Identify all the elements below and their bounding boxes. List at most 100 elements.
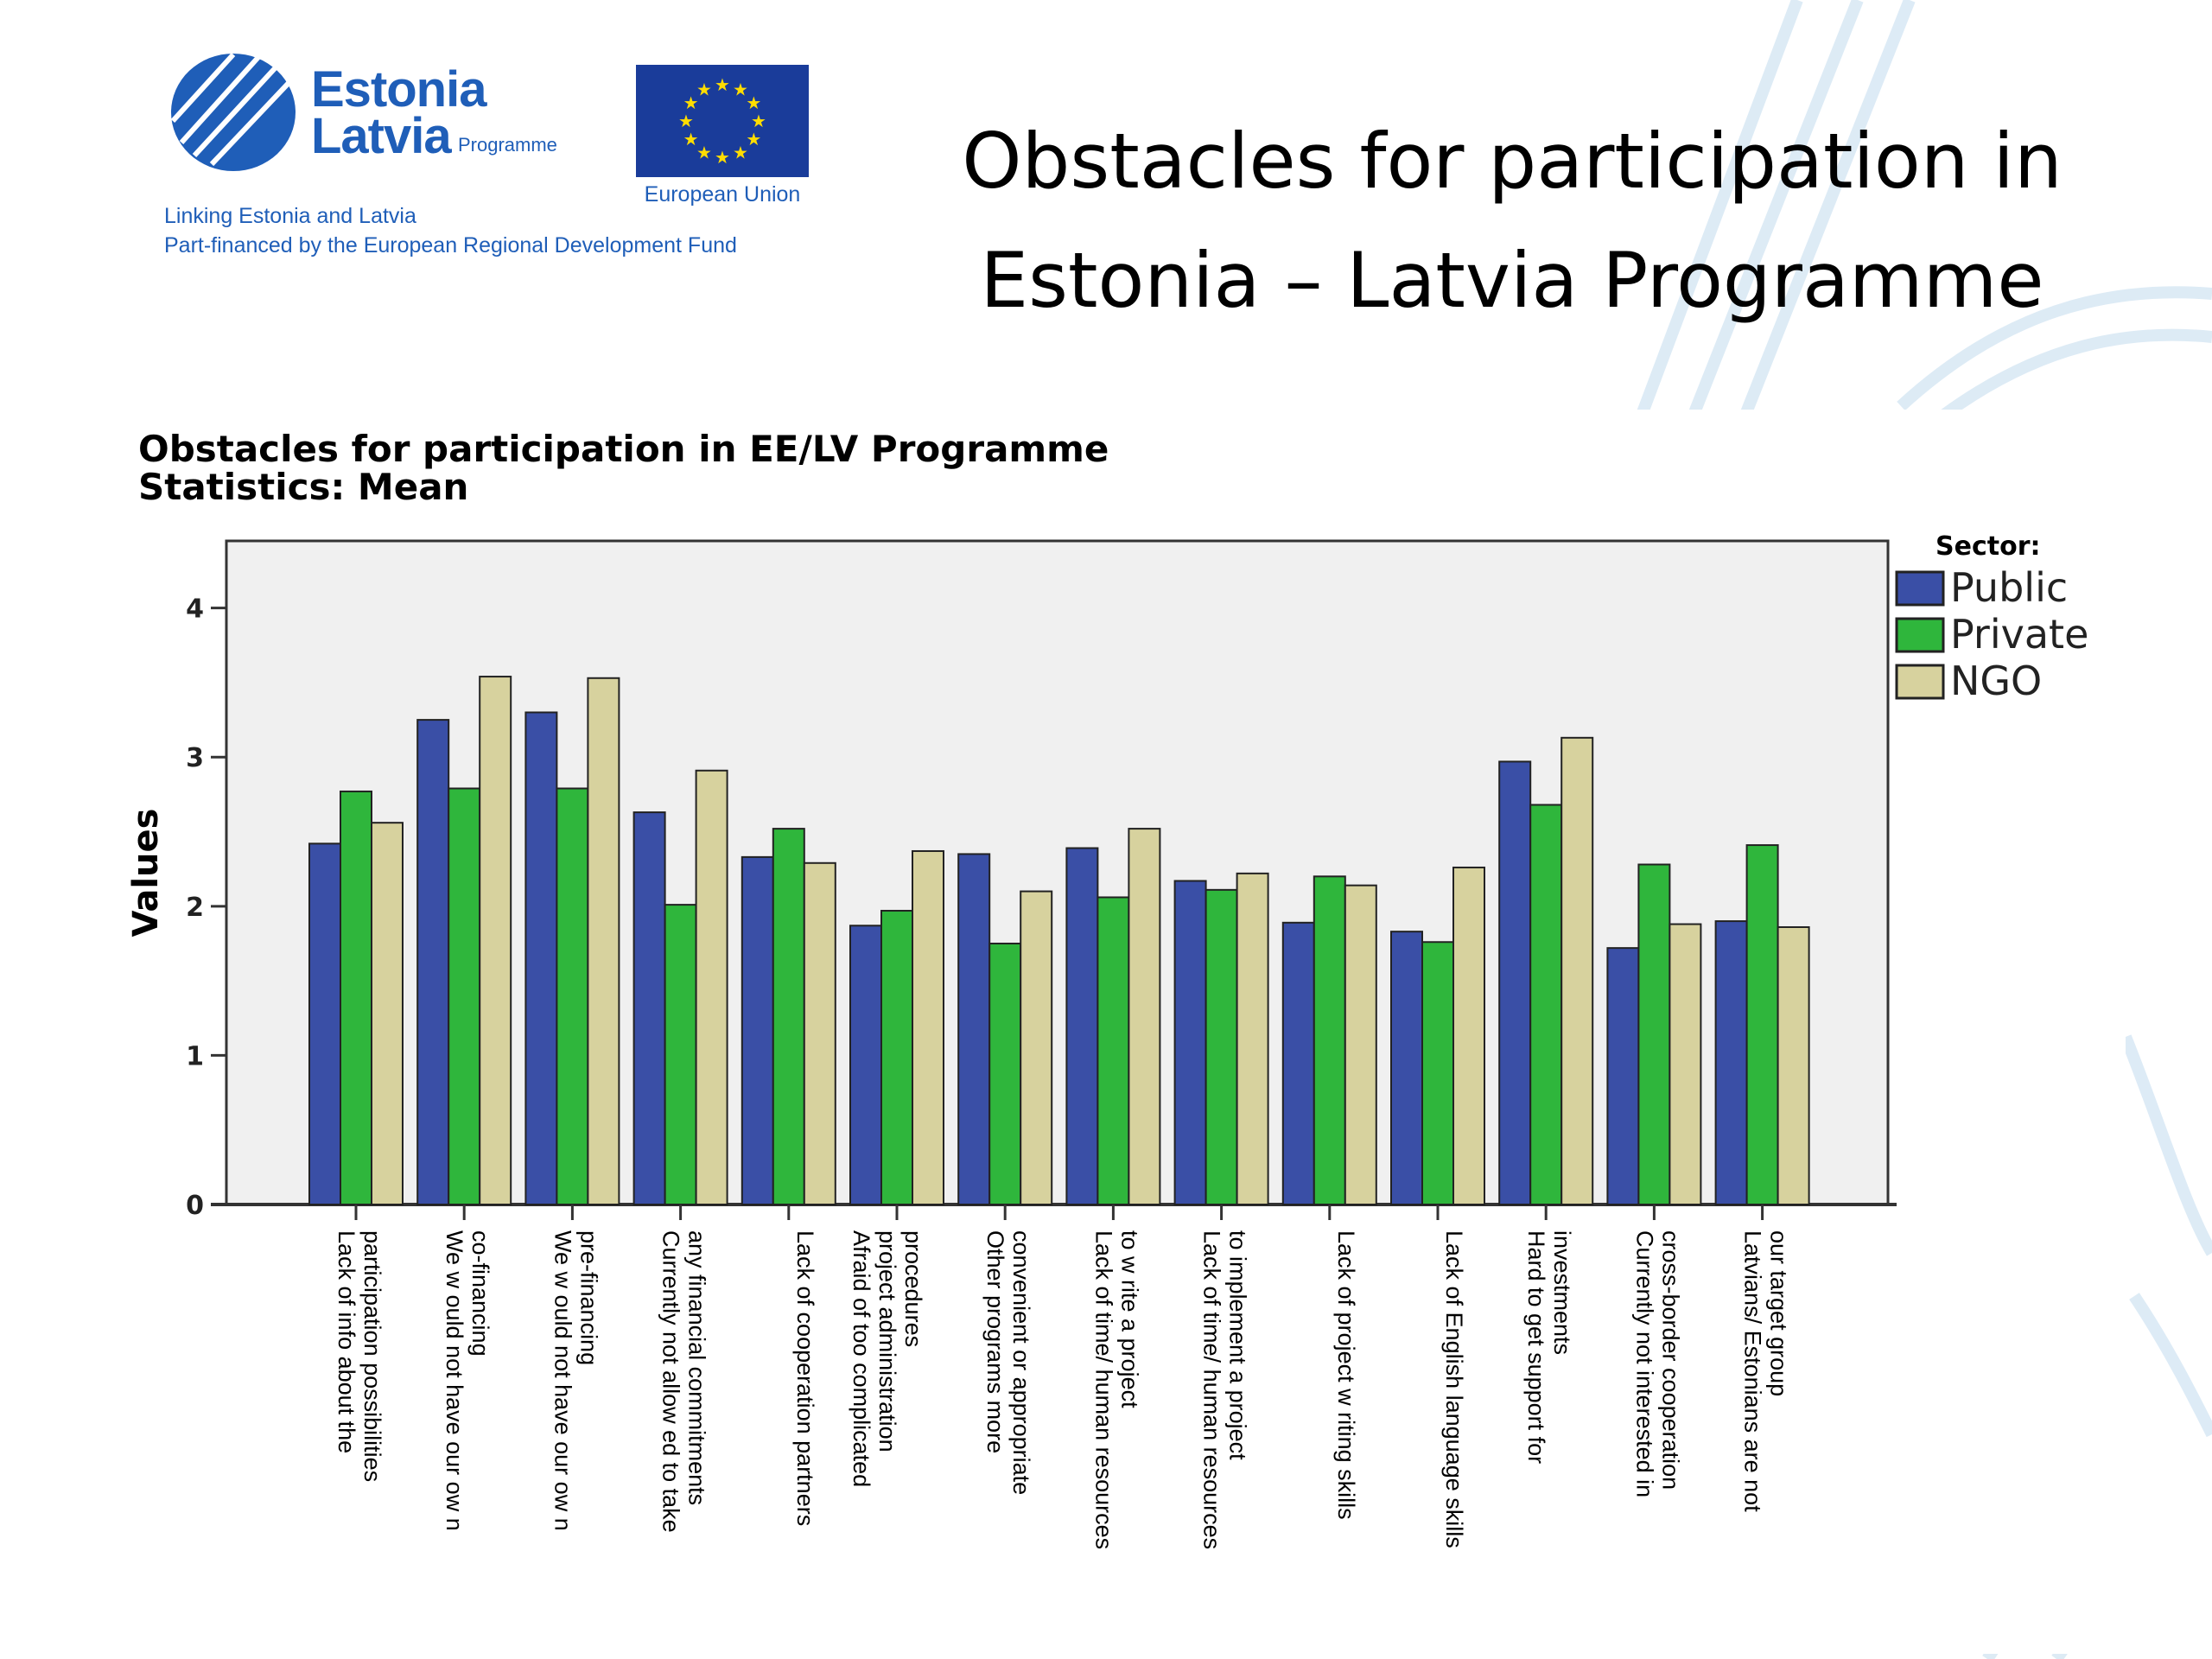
bar-ngo [1020, 890, 1053, 1206]
logo-programme-label: Programme [458, 134, 557, 156]
bar-public [1498, 760, 1532, 1205]
x-tick-label: Lack of time/ human resources [1199, 1230, 1225, 1549]
eu-star: ★ [751, 111, 766, 131]
bar-private [1529, 804, 1563, 1205]
x-tick-label: to implement a project [1225, 1230, 1251, 1460]
bar-public [308, 842, 341, 1205]
y-tick-label: 4 [186, 594, 204, 625]
programme-logo-text: Estonia Latvia Programme [311, 61, 557, 164]
bar-public [632, 811, 666, 1205]
slide-title-line-2: Estonia – Latvia Programme [980, 236, 2044, 325]
bar-public [1714, 920, 1748, 1206]
x-tick-label: Lack of project w riting skills [1333, 1230, 1359, 1520]
x-tick-label: Lack of English language skills [1441, 1230, 1467, 1548]
x-tick-label: convenient or appropriate [1008, 1230, 1034, 1495]
bar-ngo [1344, 884, 1377, 1205]
eu-star: ★ [733, 142, 748, 162]
logo-line-estonia: Estonia [311, 61, 486, 118]
y-tick-label: 0 [186, 1191, 204, 1221]
legend-title: Sector: [1936, 531, 2040, 562]
eu-star: ★ [746, 129, 761, 149]
bar-private [1313, 875, 1346, 1206]
bar-private [988, 942, 1022, 1205]
legend-label-private: Private [1950, 611, 2088, 658]
bar-public [1281, 921, 1315, 1205]
chart-title: Obstacles for participation in EE/LV Pro… [138, 428, 1109, 470]
bar-ngo [1236, 872, 1269, 1205]
bar-private [1745, 844, 1779, 1205]
bar-ngo [587, 677, 620, 1205]
bar-public [741, 855, 774, 1205]
x-tick-label: Other programs more [982, 1230, 1008, 1453]
eu-star: ★ [683, 92, 699, 113]
x-tick-label: cross-border cooperation [1657, 1230, 1683, 1490]
x-tick-label: our target group [1766, 1230, 1792, 1396]
x-tick-label: Afraid of too complicated [849, 1230, 874, 1487]
bar-private [1637, 863, 1671, 1205]
bar-public [849, 925, 882, 1205]
bar-private [880, 910, 913, 1205]
bar-public [1606, 947, 1640, 1205]
x-tick-label: Lack of info about the [334, 1230, 359, 1453]
x-tick-label: Latvians/ Estonians are not [1740, 1230, 1766, 1512]
bar-chart: Obstacles for participation in EE/LV Pro… [126, 428, 2088, 1549]
tagline-line-1: Linking Estonia and Latvia [164, 204, 416, 228]
bar-ngo [479, 676, 512, 1205]
logo-line-latvia: Latvia [311, 108, 452, 164]
x-tick-label: We w ould not have our ow n [442, 1230, 467, 1531]
chart-subtitle: Statistics: Mean [138, 466, 468, 508]
x-tick-label: procedures [900, 1230, 926, 1347]
bar-ngo [1452, 866, 1485, 1205]
bar-private [1205, 888, 1238, 1205]
bar-public [957, 853, 991, 1205]
bar-public [1390, 931, 1423, 1205]
eu-flag-icon: ★ ★★★★★★★★★★★ [636, 65, 809, 177]
x-tick-label: to w rite a project [1116, 1230, 1142, 1408]
bar-ngo [1669, 923, 1702, 1205]
bar-ngo [912, 849, 944, 1205]
bar-ngo [371, 822, 404, 1205]
eu-star: ★ [696, 142, 712, 162]
eu-star: ★ [696, 79, 712, 100]
bar-private [340, 790, 372, 1205]
eu-star: ★ [715, 147, 730, 168]
bar-public [524, 711, 558, 1205]
y-tick-label: 2 [186, 893, 204, 923]
bar-public [1065, 847, 1099, 1205]
y-tick-label: 3 [186, 743, 204, 773]
bar-private [664, 904, 697, 1205]
x-tick-label: any financial commitments [684, 1230, 710, 1505]
y-axis-label: Values [126, 809, 166, 938]
bar-ngo [1560, 736, 1594, 1206]
logo-tagline: Linking Estonia and Latvia Part-financed… [164, 201, 737, 260]
x-tick-label: project administration [874, 1230, 900, 1452]
bar-private [448, 787, 481, 1205]
legend-label-ngo: NGO [1950, 658, 2042, 704]
eu-star: ★ [678, 111, 694, 131]
bar-ngo [695, 769, 728, 1205]
slide-title-line-1: Obstacles for participation in [962, 117, 2063, 206]
legend-label-public: Public [1950, 564, 2068, 611]
bar-ngo [803, 861, 836, 1206]
logo-block: Estonia Latvia Programme ★ ★ ★ ★ ★ ★ ★ ★ ★ ★ ★ ★ Eu… [156, 48, 830, 272]
x-tick-label: Currently not interested in [1631, 1230, 1657, 1497]
x-tick-label: Currently not allow ed to take [658, 1230, 684, 1533]
x-tick-label: participation possibilities [359, 1230, 385, 1482]
eu-star: ★ [683, 129, 699, 149]
bar-private [1096, 896, 1130, 1205]
y-tick-label: 1 [186, 1041, 204, 1071]
slide-title: Obstacles for participation in Estonia –… [881, 102, 2143, 340]
x-tick-label: investments [1549, 1230, 1575, 1355]
eu-star: ★ [746, 92, 761, 113]
bar-ngo [1777, 925, 1810, 1206]
legend-swatch-ngo [1895, 664, 1945, 700]
bar-public [416, 719, 450, 1205]
eu-label: European Union [644, 182, 801, 207]
tagline-line-2: Part-financed by the European Regional D… [164, 233, 737, 257]
estonia-latvia-logo-mark [170, 52, 296, 171]
chart-panel: Obstacles for participation in EE/LV Pro… [104, 410, 2126, 1654]
x-tick-label: pre-financing [575, 1230, 601, 1365]
eu-star: ★ [715, 74, 730, 95]
bar-ngo [1128, 828, 1161, 1205]
